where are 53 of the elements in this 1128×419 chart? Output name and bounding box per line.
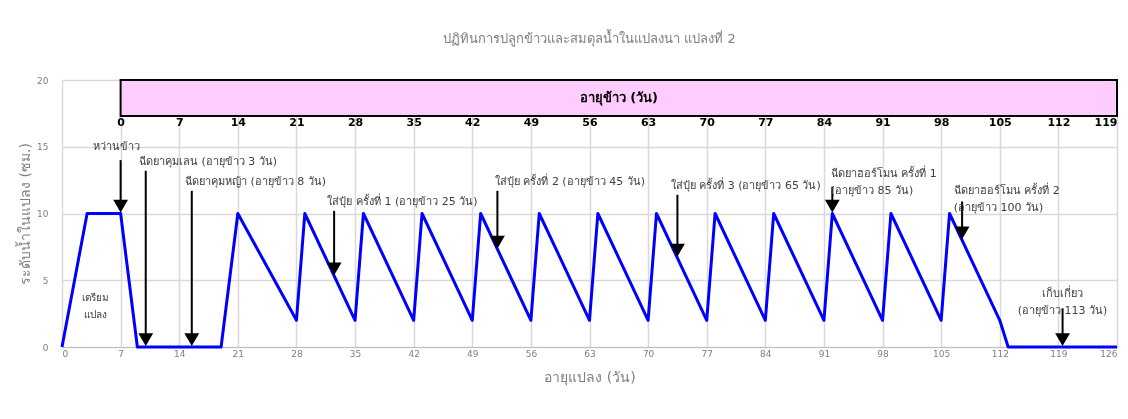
x2-tick-label: 105 [988,115,1012,129]
x-tick-label: 105 [933,348,951,359]
x-tick-label: 112 [991,348,1009,359]
annotation: ใส่ปุ๋ย ครั้งที่ 2 (อายุข้าว 45 วัน) [494,172,645,188]
x-tick-label: 84 [760,348,772,359]
x-tick-label: 7 [118,348,124,359]
annotation: ฉีดยาคุมหญ้า (อายุข้าว 8 วัน) [185,174,327,188]
x2-tick-label: 84 [816,115,833,129]
x-tick-label: 126 [1100,348,1118,359]
x2-tick-label: 0 [117,115,126,129]
x2-tick-label: 42 [465,115,481,129]
x2-tick-label: 98 [934,115,950,129]
y-tick-label: 10 [37,209,49,219]
x2-tick-label: 14 [230,115,247,129]
x-tick-label: 91 [818,348,831,359]
x2-tick-label: 35 [406,115,422,129]
y-tick-label: 20 [37,75,49,86]
x-tick-label: 77 [701,348,713,359]
y-tick-label: 15 [37,142,49,153]
x-tick-label: 49 [467,348,479,359]
x-axis-title: อายุแปลง (วัน) [544,368,636,386]
x2-tick-label: 56 [582,115,598,129]
x-tick-label: 21 [232,348,245,359]
x-tick-label: 63 [584,348,596,359]
x-tick-label: 35 [349,348,362,359]
x2-tick-label: 21 [289,115,305,129]
x2-tick-label: 63 [640,115,657,129]
annotation: เก็บเกี่ยว (อายุข้าว 113 วัน) [1017,284,1108,317]
x2-axis-title: อายุข้าว (วัน) [579,90,659,107]
y-tick-label: 5 [42,275,49,286]
x-tick-label: 70 [642,348,655,359]
x-tick-label: 119 [1050,348,1068,359]
x2-tick-label: 70 [699,115,716,129]
x-tick-label: 28 [291,348,303,359]
x-tick-label: 0 [62,348,69,359]
y-axis-title: ระดับน้ำในแปลง (ซม.) [15,143,34,285]
annotation: เตรียม แปลง [81,291,109,320]
annotation: ใส่ปุ๋ย ครั้งที่ 1 (อายุข้าว 25 วัน) [327,192,478,208]
annotation: หว่านข้าว [92,140,140,154]
x-tick-label: 42 [408,348,420,359]
x-tick-label: 14 [174,348,186,359]
x2-tick-label: 91 [875,115,891,129]
x2-tick-label: 119 [1094,115,1118,129]
annotation: ใส่ปุ๋ย ครั้งที่ 3 (อายุข้าว 65 วัน) [670,176,821,192]
x2-tick-label: 28 [347,115,364,129]
x-tick-label: 98 [877,348,890,359]
x2-tick-label: 77 [758,115,774,129]
x2-tick-label: 112 [1047,115,1071,129]
annotation: ฉีดยาคุมเลน (อายุข้าว 3 วัน) [139,154,278,168]
x2-tick-label: 49 [523,115,540,129]
x-tick-label: 56 [525,348,538,359]
chart-title: ปฏิทินการปลูกข้าวและสมดุลน้ำในแปลงนา แปลงที่ 2 [443,29,736,47]
x2-tick-label: 7 [175,115,184,129]
